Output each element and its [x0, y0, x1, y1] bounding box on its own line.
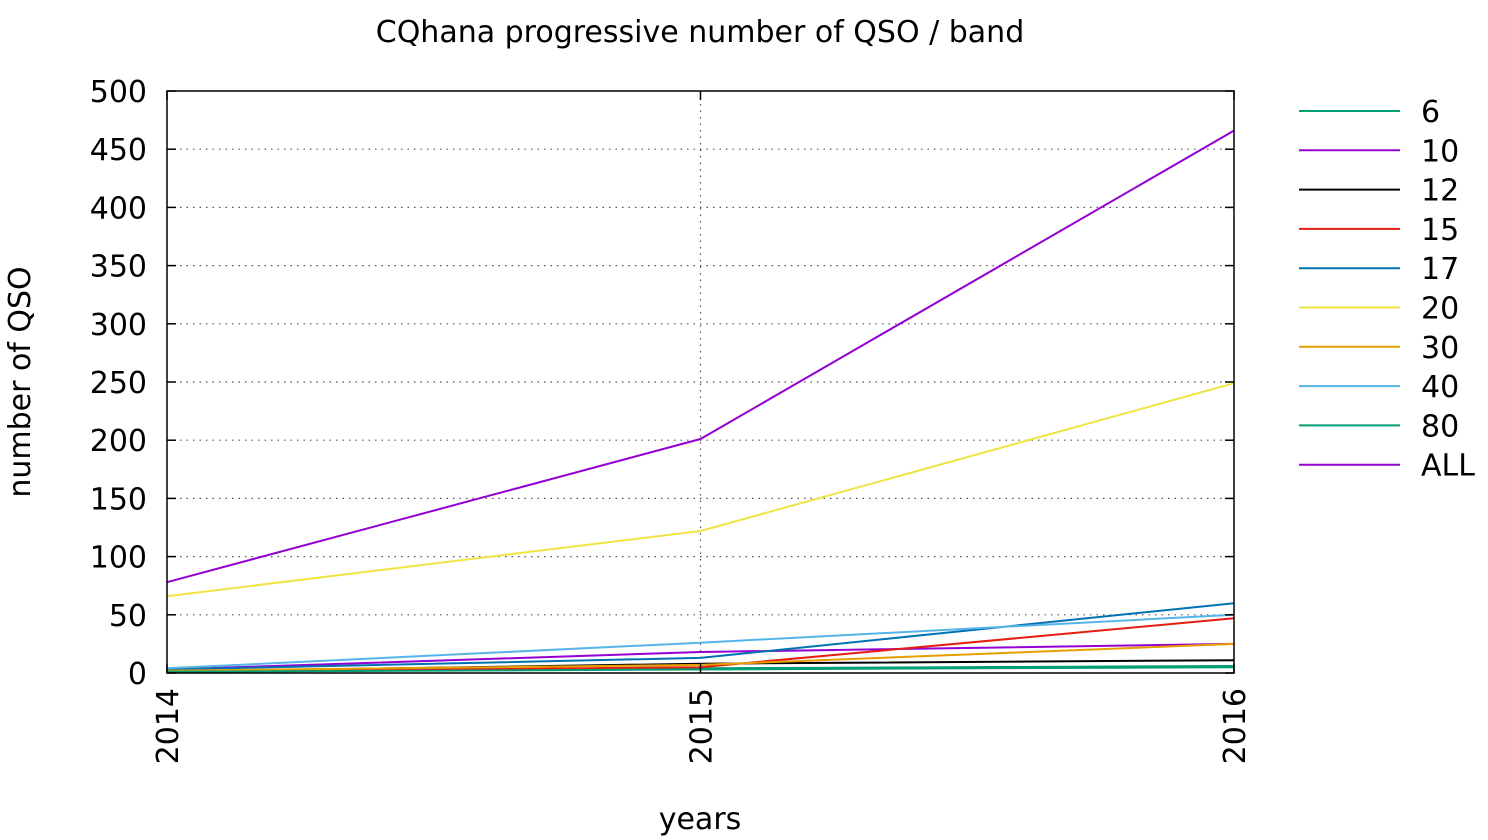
series-line-10: [166, 642, 1235, 671]
y-tick-label: 350: [90, 250, 147, 285]
chart-title: CQhana progressive number of QSO / band: [376, 15, 1025, 50]
legend-label: 6: [1421, 95, 1440, 130]
grid: [167, 91, 1234, 673]
y-tick-label: 0: [128, 657, 147, 692]
legend-label: 40: [1421, 370, 1459, 405]
y-tick-label: 50: [109, 599, 147, 634]
y-tick-label: 200: [90, 424, 147, 459]
y-tick-label: 400: [90, 191, 147, 226]
y-tick-label: 450: [90, 133, 147, 168]
y-tick-label: 150: [90, 482, 147, 517]
x-tick-label: 2016: [1218, 688, 1253, 764]
series-line-40: [166, 613, 1235, 670]
series-lines: [166, 129, 1235, 673]
legend-label: 10: [1421, 134, 1459, 169]
x-axis-label: years: [659, 802, 742, 837]
legend-label: 80: [1421, 409, 1459, 444]
series-line-ALL: [166, 129, 1235, 584]
y-tick-label: 300: [90, 308, 147, 343]
legend-label: 20: [1421, 292, 1459, 327]
x-axis-ticks: 2014 2015 2016: [151, 91, 1253, 764]
series-line-20: [166, 382, 1235, 598]
legend-label: 30: [1421, 331, 1459, 366]
legend-label: ALL: [1421, 449, 1475, 484]
series-line-17: [166, 602, 1235, 671]
y-tick-label: 500: [90, 75, 147, 110]
y-axis-label: number of QSO: [3, 266, 38, 497]
y-tick-label: 250: [90, 366, 147, 401]
legend-label: 12: [1421, 174, 1459, 209]
legend: 6 10 12 15 17 20 30 40 80 ALL: [1299, 95, 1475, 484]
y-axis-ticks: 0 50 100 150 200 250 300 350 400 450 500: [90, 75, 1234, 692]
legend-label: 15: [1421, 213, 1459, 248]
y-tick-label: 100: [90, 541, 147, 576]
x-tick-label: 2014: [151, 688, 186, 764]
legend-label: 17: [1421, 252, 1459, 287]
x-tick-label: 2015: [685, 688, 720, 764]
